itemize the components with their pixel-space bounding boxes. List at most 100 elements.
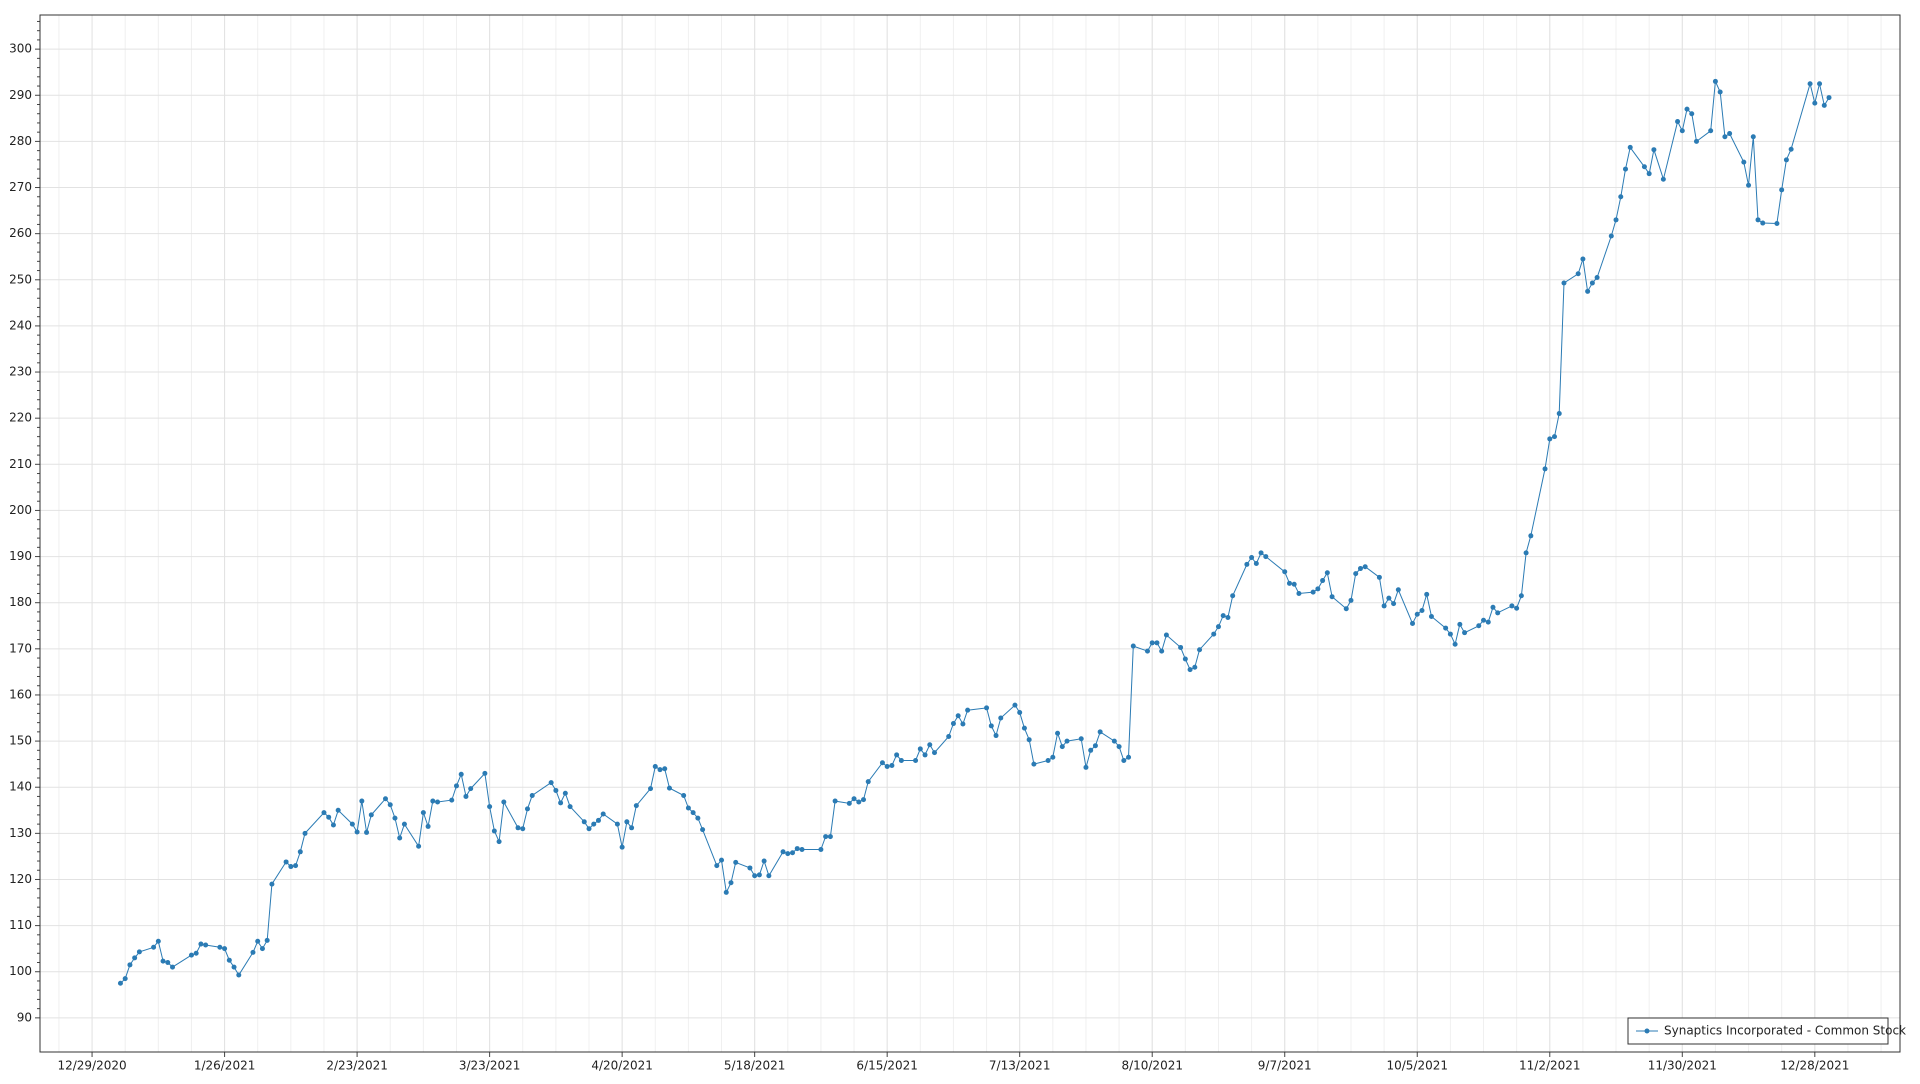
- data-point: [932, 750, 938, 756]
- data-point: [1154, 640, 1160, 646]
- data-point: [1490, 604, 1496, 610]
- data-point: [264, 937, 270, 943]
- data-point: [1509, 603, 1515, 609]
- data-point: [1447, 631, 1453, 637]
- data-point: [1144, 648, 1150, 654]
- data-point: [553, 787, 559, 793]
- data-point: [690, 810, 696, 816]
- data-point: [756, 872, 762, 878]
- y-tick-label: 200: [9, 503, 32, 517]
- data-point: [790, 850, 796, 856]
- x-tick-label: 12/28/2021: [1780, 1059, 1849, 1073]
- data-point: [1542, 466, 1548, 472]
- data-point: [335, 807, 341, 813]
- data-point: [453, 783, 459, 789]
- data-point: [761, 858, 767, 864]
- data-point: [752, 873, 758, 879]
- y-tick-label: 250: [9, 272, 32, 286]
- x-tick-label: 12/29/2020: [57, 1059, 126, 1073]
- data-point: [1419, 608, 1425, 614]
- data-point: [1627, 144, 1633, 150]
- data-point: [491, 828, 497, 834]
- data-point: [255, 938, 261, 944]
- data-point: [1182, 656, 1188, 662]
- data-point: [766, 873, 772, 879]
- data-point: [1220, 613, 1226, 619]
- data-point: [1689, 111, 1695, 117]
- data-point: [226, 957, 232, 963]
- data-point: [1755, 217, 1761, 223]
- data-point: [794, 846, 800, 852]
- data-point: [203, 942, 209, 948]
- data-point: [1282, 569, 1288, 575]
- data-point: [591, 821, 597, 827]
- x-tick-label: 11/2/2021: [1519, 1059, 1581, 1073]
- data-point: [1514, 605, 1520, 611]
- data-point: [629, 825, 635, 831]
- data-point: [988, 723, 994, 729]
- data-point: [165, 960, 171, 966]
- data-point: [1495, 610, 1501, 616]
- data-point: [1296, 590, 1302, 596]
- data-point: [1258, 550, 1264, 556]
- data-point: [1045, 757, 1051, 763]
- data-point: [468, 786, 474, 792]
- data-point: [1197, 647, 1203, 653]
- data-point: [160, 958, 166, 964]
- x-tick-label: 1/26/2021: [194, 1059, 256, 1073]
- data-point: [1092, 743, 1098, 749]
- data-point: [1561, 280, 1567, 286]
- data-point: [1722, 134, 1728, 140]
- data-point: [1523, 550, 1529, 556]
- data-point: [155, 938, 161, 944]
- data-point: [487, 804, 493, 810]
- data-point: [685, 805, 691, 811]
- data-point: [1788, 146, 1794, 152]
- data-point: [193, 950, 199, 956]
- data-point: [1263, 554, 1269, 560]
- data-point: [1528, 533, 1534, 539]
- data-point: [1353, 571, 1359, 577]
- data-point: [558, 800, 564, 806]
- legend-label: Synaptics Incorporated - Common Stock: [1664, 1024, 1906, 1038]
- series-line: [120, 79, 1830, 984]
- data-point: [624, 819, 630, 825]
- data-point: [1187, 667, 1193, 673]
- data-point: [865, 779, 871, 785]
- data-point: [1249, 554, 1255, 560]
- legend-box: [1627, 1017, 1889, 1045]
- data-point: [321, 810, 327, 816]
- data-point: [1357, 566, 1363, 572]
- x-tick-label: 8/10/2021: [1121, 1059, 1183, 1073]
- y-tick-label: 230: [9, 365, 32, 379]
- data-point: [1083, 764, 1089, 770]
- data-point: [463, 793, 469, 799]
- data-point: [946, 733, 952, 739]
- y-tick-label: 260: [9, 226, 32, 240]
- data-point: [600, 811, 606, 817]
- data-point: [1078, 736, 1084, 742]
- data-point: [1783, 157, 1789, 163]
- data-point: [984, 705, 990, 711]
- data-point: [1622, 166, 1628, 172]
- data-point: [1708, 128, 1714, 134]
- data-point: [293, 863, 299, 869]
- data-point: [1225, 614, 1231, 620]
- data-point: [1712, 78, 1718, 84]
- data-point: [1230, 593, 1236, 599]
- data-point: [1163, 632, 1169, 638]
- data-point: [648, 786, 654, 792]
- data-point: [397, 835, 403, 841]
- data-point: [217, 944, 223, 950]
- data-point: [1320, 578, 1326, 584]
- data-point: [662, 766, 668, 772]
- data-point: [1424, 591, 1430, 597]
- data-point: [1026, 737, 1032, 743]
- data-point: [416, 843, 422, 849]
- data-point: [1646, 171, 1652, 177]
- data-point: [619, 844, 625, 850]
- data-point: [425, 823, 431, 829]
- data-point: [1031, 761, 1037, 767]
- data-point: [818, 846, 824, 852]
- data-point: [1641, 164, 1647, 170]
